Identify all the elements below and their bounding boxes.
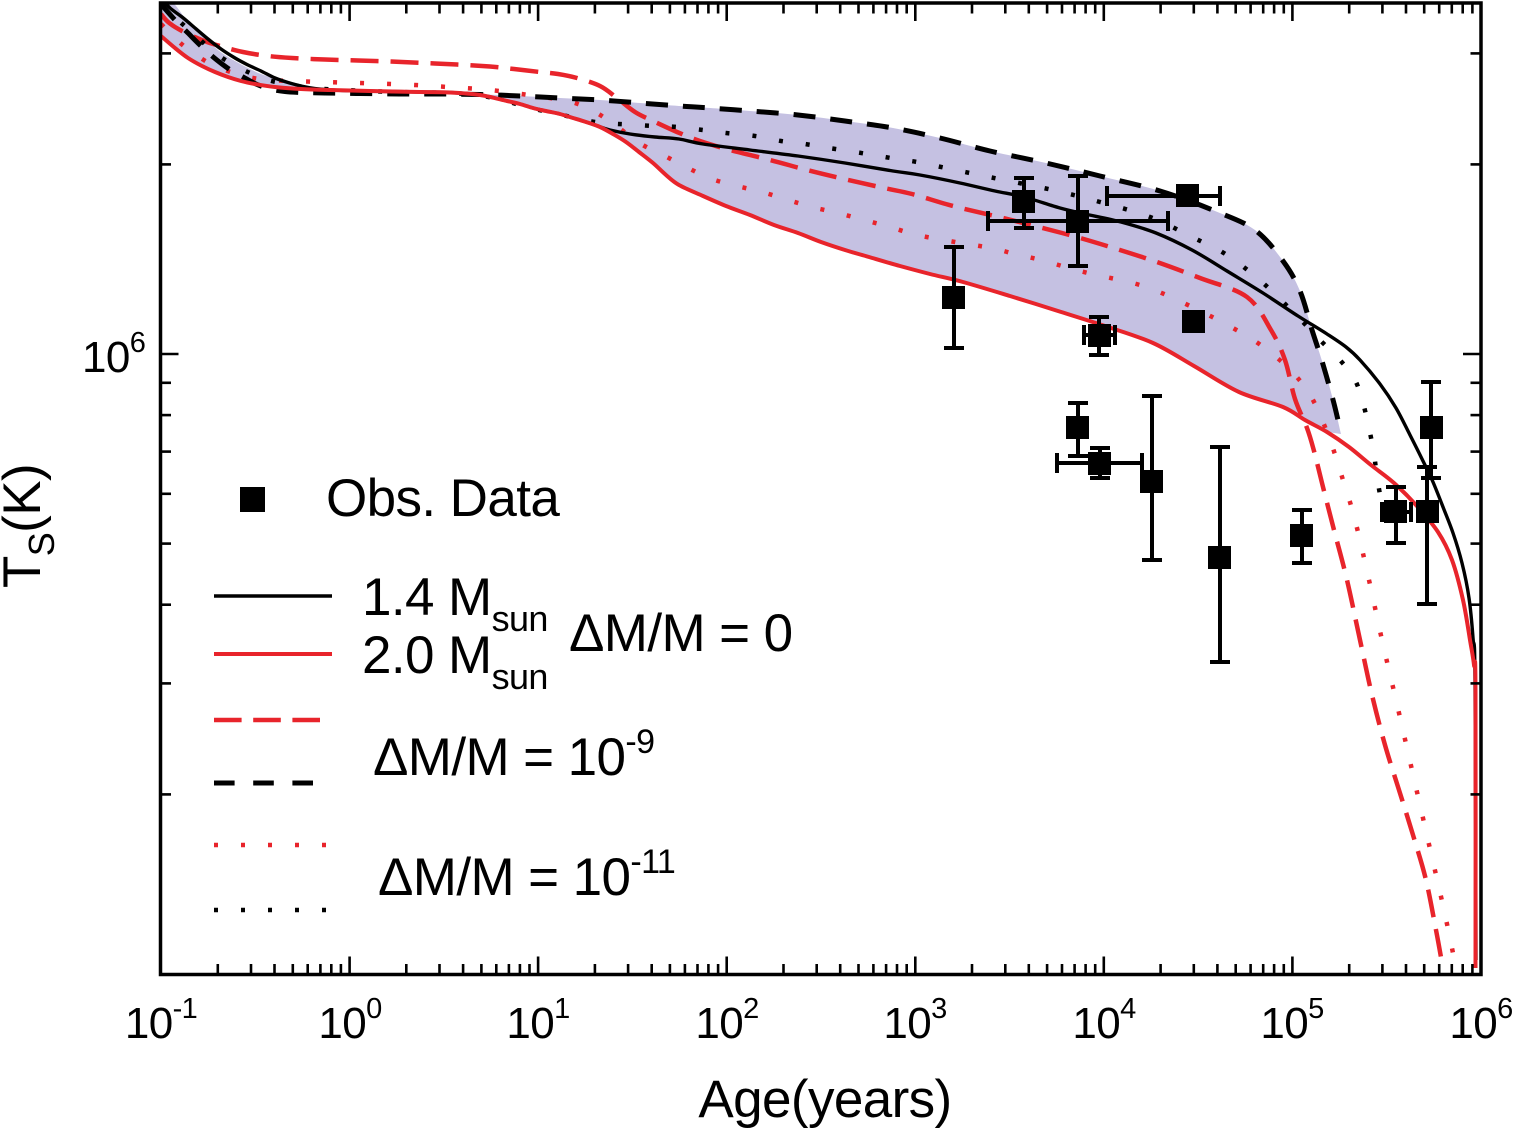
svg-text:TS(K): TS(K) bbox=[0, 464, 62, 588]
svg-text:103: 103 bbox=[883, 993, 946, 1048]
svg-text:ΔM/M = 0: ΔM/M = 0 bbox=[569, 604, 793, 663]
svg-text:102: 102 bbox=[695, 993, 758, 1048]
svg-text:ΔM/M = 10-9: ΔM/M = 10-9 bbox=[373, 723, 654, 787]
svg-text:ΔM/M = 10-11: ΔM/M = 10-11 bbox=[378, 843, 675, 907]
svg-text:Age(years): Age(years) bbox=[698, 1070, 951, 1129]
svg-text:Obs. Data: Obs. Data bbox=[326, 469, 560, 528]
